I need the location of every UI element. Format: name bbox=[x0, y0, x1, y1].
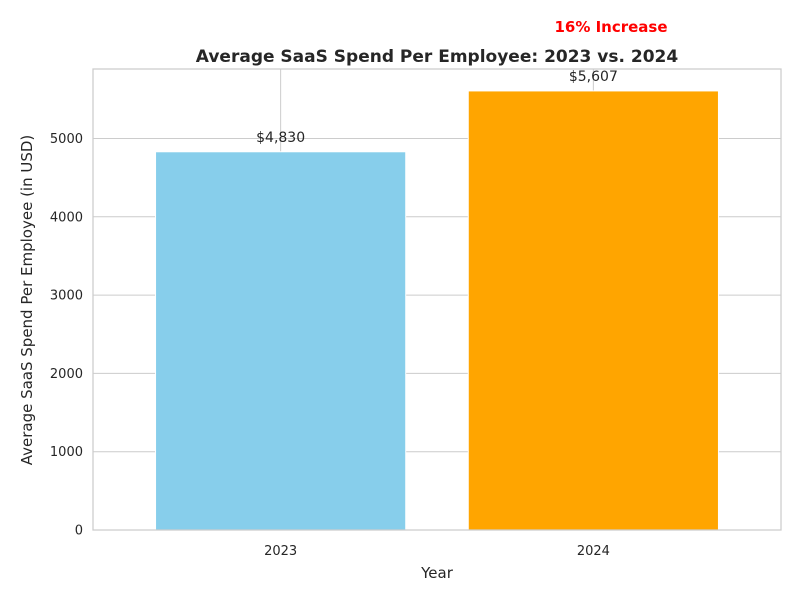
y-tick-label: 3000 bbox=[50, 289, 83, 304]
y-tick-label: 5000 bbox=[50, 132, 83, 147]
data-label-2024: $5,607 bbox=[569, 69, 618, 85]
data-label-2023: $4,830 bbox=[256, 130, 305, 146]
y-tick-label: 2000 bbox=[50, 367, 83, 382]
y-tick-label: 0 bbox=[75, 524, 83, 539]
x-axis-label: Year bbox=[420, 564, 454, 582]
annotation-increase: 16% Increase bbox=[554, 18, 667, 36]
data-labels: $4,830 $5,607 bbox=[256, 69, 618, 146]
y-tick-label: 4000 bbox=[50, 210, 83, 225]
y-tick-label: 1000 bbox=[50, 445, 83, 460]
x-tick-label: 2023 bbox=[264, 544, 297, 559]
y-axis-label: Average SaaS Spend Per Employee (in USD) bbox=[18, 135, 36, 466]
bar-2024 bbox=[467, 90, 719, 531]
chart-title: Average SaaS Spend Per Employee: 2023 vs… bbox=[196, 47, 679, 67]
bars bbox=[155, 90, 719, 531]
x-tick-label: 2024 bbox=[577, 544, 610, 559]
ticks: 0 1000 2000 3000 4000 5000 2023 2024 bbox=[50, 132, 610, 559]
bar-2023 bbox=[155, 151, 407, 531]
plot-frame bbox=[92, 68, 782, 531]
